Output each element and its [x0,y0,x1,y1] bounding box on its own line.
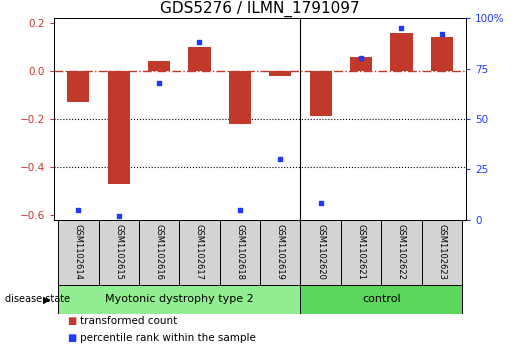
Text: GSM1102619: GSM1102619 [276,224,285,280]
Point [438,31,446,37]
Bar [260,220,300,285]
Bar [381,220,422,285]
Text: ▶: ▶ [43,294,50,305]
Bar [108,71,130,184]
Text: GSM1102620: GSM1102620 [316,224,325,280]
Bar [390,33,413,71]
Point [114,213,123,219]
Text: GSM1102622: GSM1102622 [397,224,406,280]
Text: percentile rank within the sample: percentile rank within the sample [80,333,256,343]
Bar [431,37,453,71]
Bar [269,71,291,76]
Bar [98,220,139,285]
Text: disease state: disease state [5,294,70,305]
Point [236,207,244,212]
Bar [58,220,98,285]
Bar [422,220,462,285]
Bar [300,285,462,314]
Text: GSM1102618: GSM1102618 [235,224,245,280]
Bar [139,220,179,285]
Text: transformed count: transformed count [80,316,177,326]
Text: GSM1102614: GSM1102614 [74,224,83,280]
Bar [179,220,220,285]
Bar [148,61,170,71]
Text: ■: ■ [67,333,76,343]
Point [74,207,82,212]
Point [155,80,163,86]
Bar [67,71,90,102]
Bar [58,285,300,314]
Text: GSM1102617: GSM1102617 [195,224,204,280]
Title: GDS5276 / ILMN_1791097: GDS5276 / ILMN_1791097 [160,1,360,17]
Text: GSM1102623: GSM1102623 [437,224,447,280]
Point [317,201,325,207]
Text: GSM1102621: GSM1102621 [356,224,366,280]
Text: ■: ■ [67,316,76,326]
Text: control: control [362,294,401,305]
Bar [229,71,251,124]
Text: GSM1102615: GSM1102615 [114,224,123,280]
Bar [220,220,260,285]
Point [357,56,365,61]
Bar [350,57,372,71]
Text: Myotonic dystrophy type 2: Myotonic dystrophy type 2 [105,294,254,305]
Bar [310,71,332,117]
Point [276,156,284,162]
Bar [341,220,381,285]
Point [398,25,406,31]
Text: GSM1102616: GSM1102616 [154,224,164,280]
Point [195,40,203,45]
Bar [300,220,341,285]
Bar [188,47,211,71]
